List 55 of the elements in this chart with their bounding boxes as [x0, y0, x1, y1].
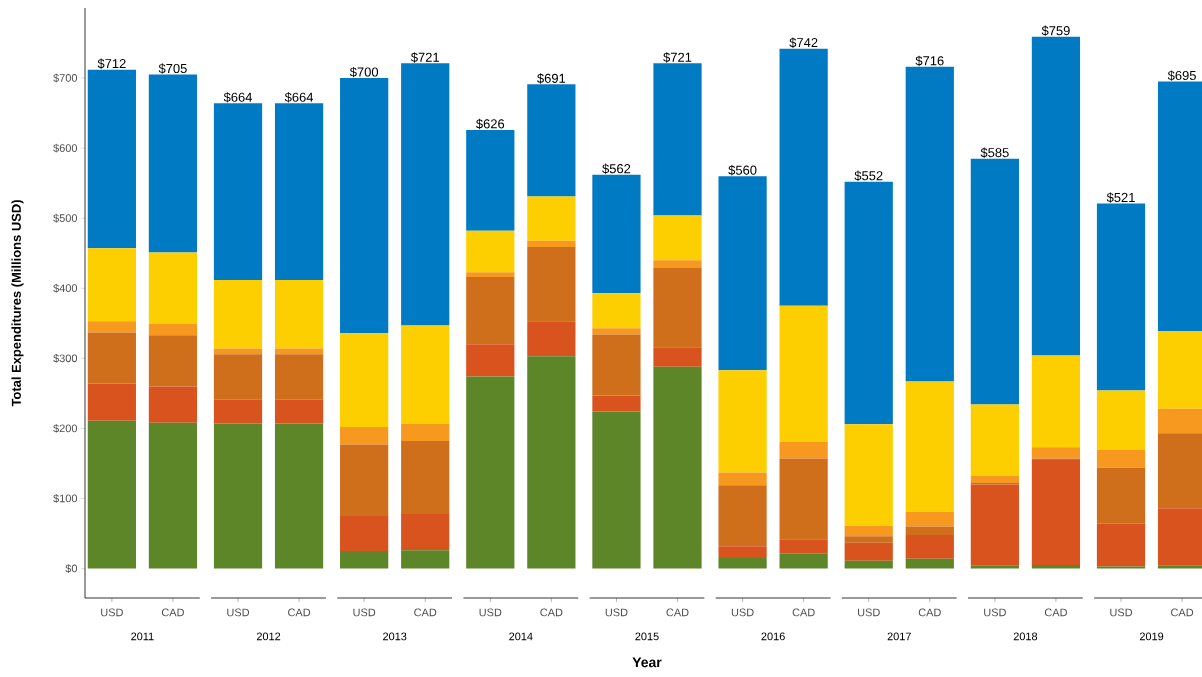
x-tick-label: CAD: [161, 608, 184, 617]
y-tick-label: $700: [53, 73, 78, 83]
total-label: $721: [663, 52, 692, 63]
total-label: $560: [728, 164, 757, 176]
y-tick-label: $600: [53, 143, 78, 153]
text: 2015: [635, 632, 659, 641]
y-tick-label: $0: [65, 564, 78, 574]
total-label: $552: [854, 170, 883, 182]
total-label: $700: [349, 66, 379, 78]
total-label: $695: [1167, 70, 1196, 81]
total-label: $721: [410, 52, 439, 63]
x-tick-label: USD: [353, 608, 376, 617]
y-tick-label: $500: [53, 213, 78, 223]
y-tick-label: $400: [53, 283, 78, 293]
x-axis-title: Year: [632, 657, 662, 668]
x-tick-label: CAD: [1044, 608, 1067, 617]
total-label: $664: [284, 92, 314, 103]
text: 2012: [256, 632, 281, 641]
x-tick-label: CAD: [288, 608, 311, 617]
total-label: $716: [915, 55, 944, 67]
x-tick-label: CAD: [1171, 608, 1194, 617]
y-tick-label: $100: [53, 494, 78, 503]
total-label: $585: [980, 147, 1009, 158]
total-label: $705: [158, 63, 187, 74]
x-tick-label: CAD: [414, 608, 437, 617]
total-label: $759: [1041, 25, 1070, 37]
total-label: $626: [476, 118, 505, 130]
text: 2018: [1013, 632, 1038, 641]
x-tick-label: USD: [605, 608, 628, 617]
text: 2013: [383, 632, 407, 641]
y-axis-title: Total Expenditures (Millions USD): [11, 200, 24, 407]
x-tick-label: USD: [984, 608, 1006, 617]
text: 2011: [131, 632, 154, 641]
total-label: $664: [223, 92, 253, 103]
text: 2019: [1139, 632, 1164, 641]
y-tick-label: $300: [53, 353, 78, 363]
x-tick-label: CAD: [918, 608, 941, 617]
x-tick-label: USD: [101, 608, 123, 617]
total-label: $521: [1106, 192, 1135, 203]
total-label: $562: [602, 163, 631, 175]
total-label: $691: [537, 73, 566, 84]
y-tick-label: $200: [53, 423, 78, 433]
x-tick-label: USD: [858, 608, 880, 617]
x-tick-label: USD: [1110, 608, 1133, 617]
text: 2014: [509, 632, 533, 641]
x-tick-label: CAD: [666, 608, 689, 617]
total-label: $712: [97, 58, 126, 69]
x-tick-label: USD: [479, 608, 502, 617]
x-tick-label: USD: [227, 608, 250, 617]
x-tick-label: USD: [731, 608, 754, 617]
x-tick-label: CAD: [540, 608, 563, 617]
x-tick-label: CAD: [792, 608, 815, 617]
total-label: $742: [789, 37, 818, 48]
text: 2017: [887, 632, 911, 641]
text: 2016: [761, 632, 785, 641]
